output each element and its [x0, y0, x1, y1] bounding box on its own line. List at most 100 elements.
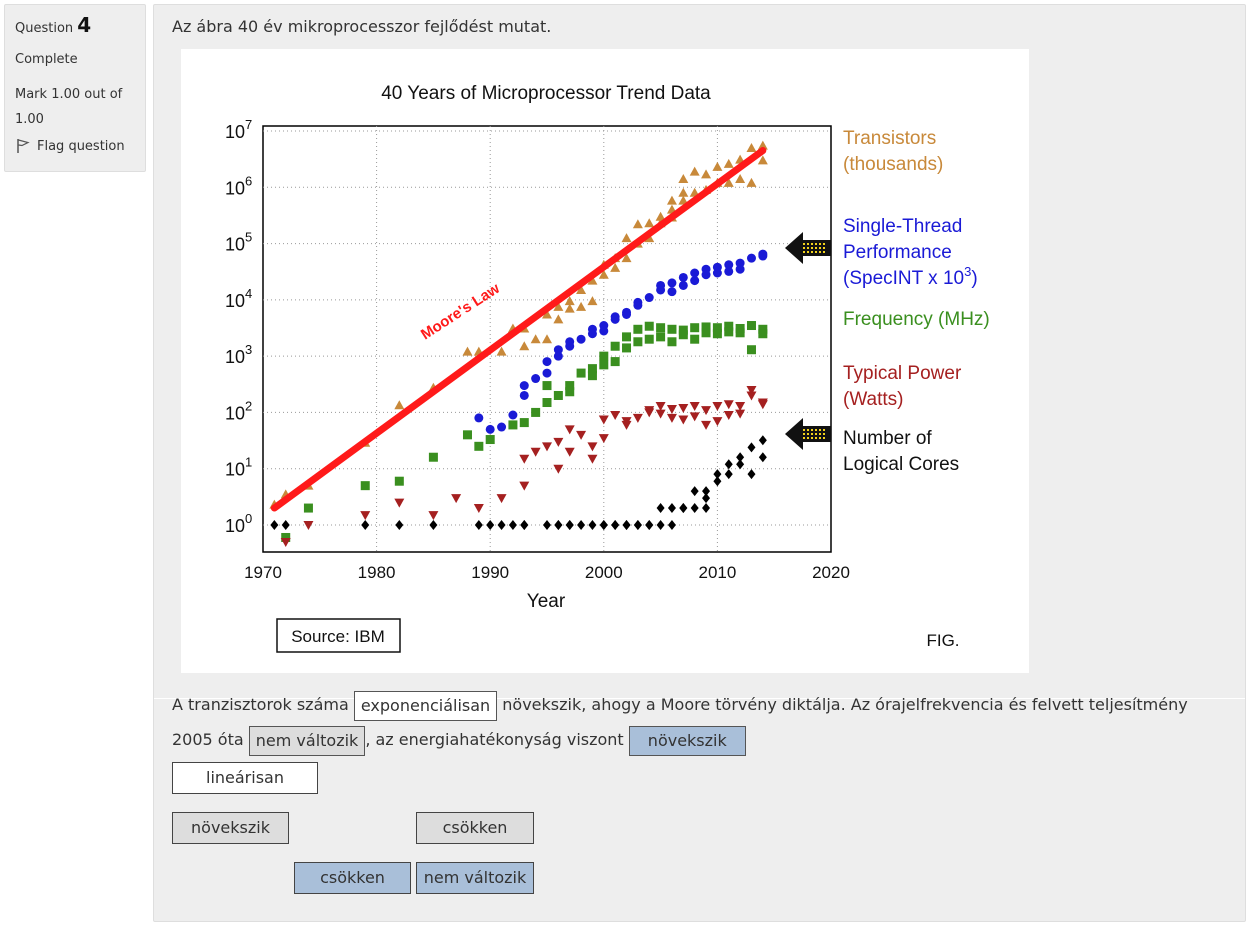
data-point-circle [758, 249, 768, 259]
drop-slot-1[interactable]: exponenciálisan [353, 690, 498, 721]
data-point-triangle-up [530, 334, 541, 344]
data-point-triangle-up [644, 218, 655, 228]
data-point-square [587, 364, 597, 374]
data-point-triangle-down [689, 402, 700, 412]
data-point-square [519, 418, 529, 428]
data-point-diamond [486, 520, 495, 530]
data-point-triangle-up [394, 400, 405, 410]
legend-frequency: Frequency (MHz) [843, 309, 990, 330]
divider-line [154, 698, 1245, 699]
data-point-triangle-down [598, 434, 609, 444]
data-point-square [576, 368, 586, 378]
sentence-part-3: 2005 óta [172, 730, 244, 749]
x-tick-label: 2020 [812, 563, 850, 582]
x-tick-label: 1970 [244, 563, 282, 582]
data-point-diamond [702, 493, 711, 504]
data-point-triangle-down [746, 386, 757, 396]
data-point-square [610, 357, 620, 367]
data-point-circle [553, 351, 563, 361]
data-point-triangle-down [644, 408, 655, 418]
data-point-diamond [679, 503, 688, 514]
data-point-triangle-down [723, 400, 734, 410]
x-axis-label: Year [527, 591, 566, 612]
data-point-square [746, 321, 756, 331]
data-point-triangle-down [564, 447, 575, 457]
data-point-square [724, 327, 734, 337]
data-point-circle [519, 381, 529, 391]
data-point-square [656, 332, 666, 342]
data-point-square [667, 337, 677, 347]
data-point-circle [565, 337, 575, 347]
data-point-triangle-down [519, 481, 530, 491]
data-point-diamond [702, 486, 711, 497]
data-point-square [599, 351, 609, 361]
data-point-circle [553, 345, 563, 355]
data-point-circle [599, 326, 609, 336]
sentence-part-2: növekszik, ahogy a Moore törvény diktálj… [502, 695, 1188, 714]
data-point-diamond [656, 520, 665, 530]
data-point-triangle-up [632, 219, 643, 229]
data-point-triangle-up [496, 346, 507, 356]
data-point-triangle-up [553, 314, 564, 324]
data-point-square [746, 345, 756, 355]
data-point-triangle-down [610, 411, 621, 421]
data-point-circle [667, 278, 677, 288]
data-point-diamond [645, 520, 654, 530]
y-tick-label: 107 [225, 117, 252, 142]
data-point-diamond [497, 520, 506, 530]
data-point-square [724, 321, 734, 331]
drag-item-novekszik[interactable]: növekszik [172, 812, 289, 844]
data-point-triangle-down [689, 412, 700, 422]
data-point-diamond [599, 520, 608, 530]
data-point-triangle-up [735, 174, 746, 184]
data-point-diamond [747, 469, 756, 480]
data-point-circle [474, 413, 484, 423]
data-point-diamond [724, 459, 733, 470]
data-point-triangle-down [678, 415, 689, 425]
data-point-square [281, 532, 291, 542]
data-point-diamond [690, 486, 699, 497]
data-point-triangle-up [519, 341, 530, 351]
data-point-square [474, 441, 484, 451]
y-tick-label: 100 [225, 511, 252, 536]
drag-item-csokken-2[interactable]: csökken [294, 862, 411, 894]
flag-icon [17, 139, 30, 153]
data-point-diamond [702, 503, 711, 514]
x-tick-label: 1980 [358, 563, 396, 582]
data-point-triangle-up [712, 161, 723, 171]
data-point-circle [542, 357, 552, 367]
data-point-diamond [736, 452, 745, 463]
data-point-triangle-down [553, 464, 564, 474]
legend-single-3: (SpecINT x 103) [843, 264, 978, 289]
flag-question-button[interactable]: Flag question [15, 138, 135, 154]
answer-sentence: A tranzisztorok száma exponenciálisan nö… [172, 687, 1232, 757]
data-point-triangle-down [519, 454, 530, 464]
data-point-circle [678, 272, 688, 282]
data-point-triangle-down [678, 403, 689, 413]
legend-cores-2: Logical Cores [843, 454, 959, 475]
drag-item-csokken-1[interactable]: csökken [416, 812, 534, 844]
data-point-triangle-up [576, 284, 587, 294]
legend-transistors-2: (thousands) [843, 154, 943, 175]
legend-single-2: Performance [843, 242, 952, 263]
data-point-diamond [736, 459, 745, 470]
question-state: Complete [15, 52, 78, 67]
data-point-triangle-down [530, 447, 541, 457]
data-point-triangle-up [757, 140, 768, 150]
drop-slot-2[interactable]: nem változik [248, 725, 366, 756]
data-point-square [542, 381, 552, 391]
drag-item-nem-valtozik[interactable]: nem változik [416, 862, 534, 894]
question-text: Az ábra 40 év mikroprocesszor fejlődést … [172, 17, 552, 36]
data-point-diamond [474, 520, 483, 530]
data-point-circle [678, 280, 688, 290]
data-point-circle [542, 368, 552, 378]
drop-slot-3[interactable]: növekszik [628, 725, 746, 756]
trend-chart: 40 Years of Microprocessor Trend Data 19… [225, 83, 990, 653]
data-point-diamond [554, 520, 563, 530]
data-point-triangle-up [598, 269, 609, 279]
data-point-triangle-up [701, 169, 712, 179]
source-box [276, 618, 401, 653]
trend-figure: 40 Years of Microprocessor Trend Data 19… [181, 49, 1029, 673]
data-point-triangle-up [666, 195, 677, 205]
drag-item-linearisan[interactable]: lineárisan [172, 762, 318, 794]
